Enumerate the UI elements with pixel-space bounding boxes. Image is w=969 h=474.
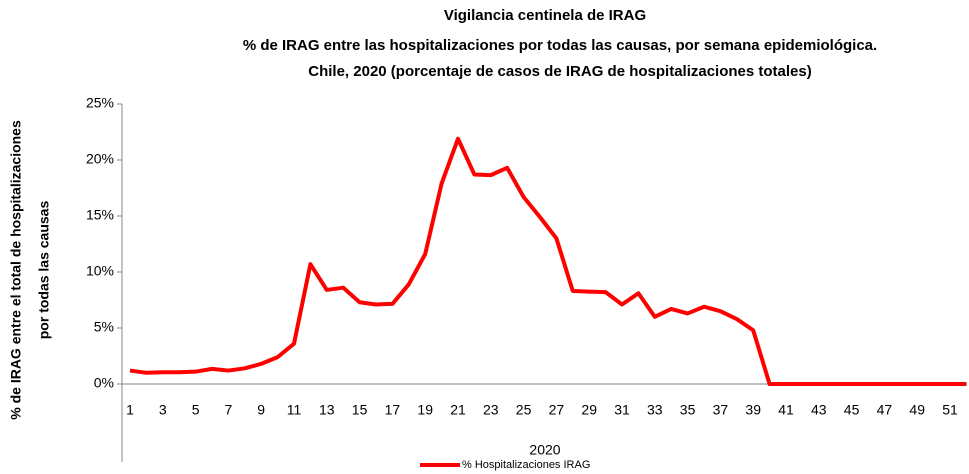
chart-subtitle: % de IRAG entre las hospitalizaciones po…: [243, 37, 877, 54]
y-tick-label: 5%: [94, 319, 114, 335]
y-tick-label: 25%: [86, 95, 114, 111]
x-tick-label: 47: [877, 402, 893, 418]
x-tick-label: 29: [581, 402, 597, 418]
x-tick-label: 35: [680, 402, 696, 418]
x-tick-label: 39: [745, 402, 761, 418]
legend-label: % Hospitalizaciones IRAG: [462, 459, 590, 471]
x-tick-label: 7: [225, 402, 233, 418]
x-tick-label: 45: [844, 402, 860, 418]
y-axis-label: por todas las causas: [36, 201, 52, 340]
x-tick-label: 23: [483, 402, 499, 418]
x-tick-label: 9: [257, 402, 265, 418]
x-tick-label: 19: [417, 402, 433, 418]
x-tick-label: 3: [159, 402, 167, 418]
x-tick-label: 13: [319, 402, 335, 418]
x-tick-label: 33: [647, 402, 663, 418]
y-tick-label: 15%: [86, 207, 114, 223]
x-tick-label: 49: [909, 402, 925, 418]
y-axis-label: % de IRAG entre el total de hospitalizac…: [8, 120, 24, 420]
x-tick-label: 11: [287, 402, 302, 418]
x-tick-label: 5: [192, 402, 200, 418]
x-tick-label: 31: [614, 402, 630, 418]
chart-subtitle: Chile, 2020 (porcentaje de casos de IRAG…: [308, 63, 812, 80]
x-tick-label: 27: [549, 402, 565, 418]
x-tick-label: 37: [713, 402, 729, 418]
y-tick-label: 10%: [86, 263, 114, 279]
x-tick-label: 25: [516, 402, 532, 418]
x-axis-label: 2020: [529, 442, 560, 458]
x-tick-label: 15: [352, 402, 368, 418]
y-tick-label: 20%: [86, 151, 114, 167]
x-tick-label: 1: [126, 402, 134, 418]
x-tick-label: 41: [778, 402, 794, 418]
x-tick-label: 43: [811, 402, 827, 418]
chart-title: Vigilancia centinela de IRAG: [444, 7, 646, 24]
x-tick-label: 17: [385, 402, 401, 418]
x-tick-label: 51: [942, 402, 958, 418]
series-line: [129, 136, 967, 386]
y-tick-label: 0%: [94, 375, 114, 391]
x-tick-label: 21: [450, 402, 466, 418]
